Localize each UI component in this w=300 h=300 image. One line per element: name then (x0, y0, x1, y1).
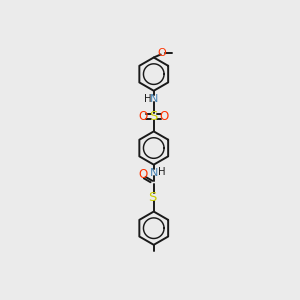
Text: O: O (160, 110, 169, 123)
Text: O: O (158, 48, 166, 58)
Text: S: S (148, 191, 157, 204)
Text: N: N (150, 94, 159, 104)
Text: O: O (139, 110, 148, 123)
Text: H: H (158, 167, 165, 177)
Text: S: S (150, 110, 158, 123)
Text: N: N (150, 168, 159, 178)
Text: H: H (144, 94, 151, 104)
Text: O: O (139, 168, 148, 181)
